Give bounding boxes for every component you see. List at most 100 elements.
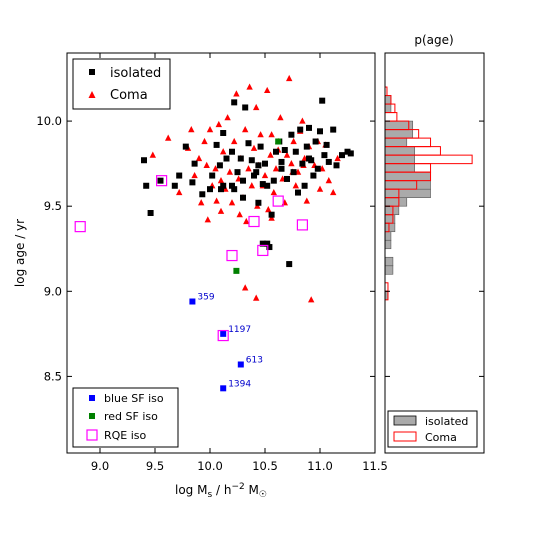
coma-point-4 [188, 125, 195, 133]
x-tick-label-0: 9.0 [91, 459, 109, 473]
isolated-point-38 [270, 177, 277, 184]
coma-point-68 [213, 197, 220, 204]
isolated-point-53 [306, 124, 312, 131]
isolated-point-8 [191, 160, 198, 167]
legend-top-box [72, 58, 171, 110]
histogram-ticks [385, 120, 484, 377]
isolated-point-43 [284, 175, 290, 182]
histogram-isolated-bar-9 [384, 188, 431, 198]
x-axis-label-subscript: s [207, 490, 212, 500]
coma-point-5 [191, 171, 198, 179]
histogram-panel: p(age) isolated Coma [384, 33, 485, 454]
coma-point-70 [253, 294, 260, 301]
x-tick-label-1: 9.5 [146, 459, 164, 473]
histogram-isolated-bar-1 [384, 265, 394, 275]
isolated-point-10 [207, 186, 213, 193]
isolated-point-12 [213, 141, 220, 148]
coma-point-20 [231, 137, 238, 145]
y-tick-label-0: 8.5 [44, 369, 62, 383]
coma-point-66 [334, 154, 341, 162]
point-annotations: 359 1197 613 1394 [197, 293, 263, 390]
isolated-point-1 [143, 182, 150, 189]
isolated-point-57 [314, 165, 321, 172]
y-tick-label-3: 10.0 [36, 114, 62, 128]
isolated-point-25 [240, 194, 246, 201]
coma-point-69 [236, 211, 243, 218]
histogram-isolated-bar-15 [384, 137, 408, 147]
x-axis-label-unit: M [245, 483, 259, 497]
scatter-marks [74, 74, 354, 392]
isolated-point-67 [347, 150, 354, 157]
isolated-point-19 [229, 182, 235, 189]
coma-point-42 [272, 165, 280, 172]
histogram-isolated-bar-2 [384, 256, 394, 267]
isolated-point-61 [323, 141, 330, 148]
isolated-point-71 [278, 158, 285, 165]
x-tick-label-5: 11.5 [362, 459, 388, 473]
x-axis-label-superscript: −2 [231, 482, 244, 492]
histogram-isolated-bar-12 [384, 163, 416, 173]
coma-point-37 [264, 86, 271, 94]
coma-point-56 [303, 197, 310, 204]
coma-point-54 [299, 117, 306, 124]
legend-top: isolated Coma [72, 58, 171, 110]
isolated-point-36 [266, 244, 273, 251]
histogram-legend: isolated Coma [387, 410, 478, 448]
coma-point-39 [267, 151, 274, 158]
annotation-613: 613 [246, 355, 263, 365]
x-axis-label-mid: / h [212, 483, 231, 497]
coma-point-31 [253, 103, 260, 111]
legend-blue-sf-label: blue SF iso [104, 392, 164, 405]
isolated-point-2 [147, 210, 154, 216]
isolated-point-9 [199, 191, 206, 198]
coma-point-17 [224, 114, 231, 121]
coma-point-44 [277, 114, 284, 121]
isolated-point-41 [278, 165, 285, 172]
isolated-point-46 [290, 169, 297, 176]
isolated-point-0 [141, 157, 147, 164]
isolated-point-45 [288, 131, 295, 138]
legend-isolated-label: isolated [110, 66, 161, 81]
isolated-point-65 [339, 152, 345, 159]
coma-point-71 [242, 284, 249, 291]
blue-sf-iso-point-3 [220, 385, 227, 392]
histogram-isolated-bar-13 [384, 154, 416, 164]
y-tick-label-1: 9.0 [44, 284, 62, 298]
isolated-point-63 [330, 126, 337, 133]
coma-point-19 [228, 199, 236, 206]
isolated-point-49 [297, 126, 304, 133]
isolated-point-28 [248, 157, 255, 164]
annotation-359: 359 [197, 293, 214, 303]
isolated-point-72 [306, 155, 312, 162]
isolated-point-55 [310, 172, 317, 179]
isolated-point-20 [231, 186, 238, 193]
blue-sf-iso-point-2 [237, 361, 244, 368]
coma-point-47 [283, 151, 291, 158]
scatter-ticks: 9.0 9.5 10.0 10.5 11.0 11.5 8.5 9.0 9.5 10.0 [36, 53, 388, 473]
isolated-point-7 [189, 179, 196, 186]
histogram-isolated-bar-3 [384, 239, 392, 250]
isolated-point-39 [273, 148, 279, 155]
isolated-point-58 [317, 128, 323, 135]
isolated-point-29 [251, 172, 257, 179]
isolated-point-3 [157, 177, 164, 184]
histogram-isolated-bar-7 [384, 205, 400, 216]
blue-sf-iso-point-0 [189, 298, 196, 305]
rqe-iso-point-7 [296, 219, 308, 231]
legend-coma-label: Coma [110, 88, 148, 103]
isolated-point-6 [182, 143, 189, 150]
coma-point-36 [261, 171, 269, 179]
isolated-point-33 [259, 181, 266, 188]
isolated-point-17 [223, 155, 230, 162]
coma-point-14 [217, 207, 225, 214]
coma-point-65 [330, 188, 337, 196]
coma-point-41 [270, 188, 277, 196]
rqe-iso-point-3 [226, 249, 238, 262]
coma-point-61 [316, 185, 324, 192]
histogram-isolated-bar-10 [384, 180, 431, 190]
histogram-isolated-bar-18 [384, 103, 392, 113]
isolated-point-23 [237, 155, 244, 162]
isolated-point-32 [257, 143, 264, 150]
isolated-point-44 [286, 261, 293, 268]
